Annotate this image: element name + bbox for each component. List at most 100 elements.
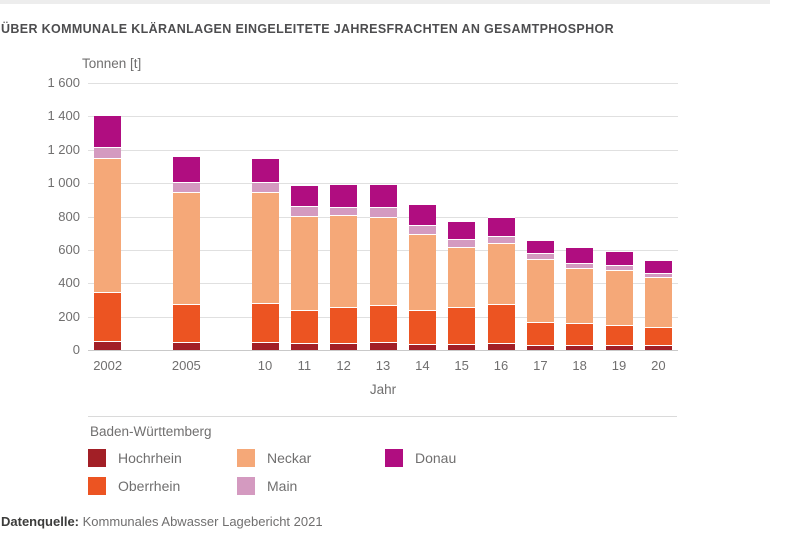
bar-segment-oberrhein	[172, 303, 200, 343]
legend-title: Baden-Württemberg	[90, 424, 212, 439]
gridline	[88, 150, 678, 151]
bar-segment-donau	[487, 216, 515, 236]
bar-segment-main	[251, 181, 279, 192]
y-tick-label: 0	[72, 342, 80, 357]
bar-segment-oberrhein	[566, 322, 594, 345]
x-tick-label: 13	[375, 358, 391, 373]
bar-segment-oberrhein	[330, 307, 358, 344]
legend-item-oberrhein: Oberrhein	[88, 477, 180, 495]
bar-segment-hochrhein	[487, 343, 515, 350]
y-tick-label: 1 600	[47, 75, 80, 90]
legend-label: Oberrhein	[118, 478, 181, 494]
x-tick-label: 2005	[171, 358, 201, 373]
legend-swatch-donau	[385, 449, 403, 467]
bar-segment-neckar	[448, 246, 476, 308]
gridline	[88, 183, 678, 184]
bar-segment-main	[487, 235, 515, 243]
bar-segment-oberrhein	[487, 303, 515, 344]
bar-segment-main	[330, 206, 358, 216]
x-tick-label: 11	[297, 358, 312, 373]
bar-19	[605, 250, 633, 350]
bar-segment-hochrhein	[94, 340, 122, 350]
bar-segment-hochrhein	[330, 343, 358, 350]
legend-swatch-oberrhein	[88, 477, 106, 495]
y-tick-label: 400	[58, 275, 80, 290]
legend-item-hochrhein: Hochrhein	[88, 449, 182, 467]
x-tick-label: 14	[415, 358, 430, 373]
y-tick-label: 200	[58, 309, 80, 324]
legend-label: Donau	[415, 450, 457, 466]
bar-segment-oberrhein	[290, 310, 318, 344]
bar-segment-neckar	[290, 216, 318, 311]
legend-label: Hochrhein	[118, 450, 182, 466]
x-axis-title: Jahr	[369, 382, 397, 397]
y-axis-title: Tonnen [t]	[82, 56, 142, 71]
bar-segment-hochrhein	[448, 344, 476, 350]
bar-segment-neckar	[605, 270, 633, 326]
bar-segment-main	[369, 206, 397, 217]
chart-title: ÜBER KOMMUNALE KLÄRANLAGEN EINGELEITETE …	[1, 22, 614, 36]
bar-segment-neckar	[369, 216, 397, 306]
bar-segment-donau	[566, 247, 594, 263]
bar-segment-oberrhein	[251, 302, 279, 343]
x-tick-label: 16	[493, 358, 509, 373]
bar-segment-oberrhein	[605, 325, 633, 345]
x-tick-label: 19	[611, 358, 627, 373]
y-tick-label: 800	[58, 209, 80, 224]
y-tick-label: 1 400	[47, 108, 80, 123]
bar-segment-hochrhein	[172, 342, 200, 350]
bar-segment-main	[526, 253, 554, 260]
legend-label: Neckar	[267, 450, 312, 466]
y-tick-label: 600	[58, 242, 80, 257]
chart-area: Jahr 0 200 400 600 800 1 000 1 200 1 400 1 600 20…	[0, 75, 800, 403]
bar-segment-neckar	[487, 242, 515, 304]
bar-15	[448, 220, 476, 350]
bar-10	[251, 158, 279, 350]
bar-segment-hochrhein	[644, 344, 672, 350]
bar-14	[408, 204, 436, 350]
legend-swatch-neckar	[237, 449, 255, 467]
bar-segment-donau	[172, 155, 200, 183]
bar-segment-hochrhein	[369, 341, 397, 350]
data-source-label: Datenquelle:	[1, 514, 80, 529]
bar-segment-neckar	[330, 215, 358, 308]
legend-item-main: Main	[237, 477, 297, 495]
legend-item-donau: Donau	[385, 449, 456, 467]
legend-item-neckar: Neckar	[237, 449, 311, 467]
x-tick-label: 2002	[93, 358, 123, 373]
bar-segment-main	[448, 239, 476, 247]
bar-12	[330, 184, 358, 350]
bar-17	[526, 239, 554, 350]
y-tick-label: 1 000	[47, 175, 80, 190]
y-tick-label: 1 200	[47, 142, 80, 157]
data-source-text: Kommunales Abwasser Lagebericht 2021	[82, 514, 323, 529]
bar-segment-hochrhein	[290, 343, 318, 350]
bar-segment-donau	[526, 239, 554, 254]
bar-segment-neckar	[526, 259, 554, 323]
top-border-strip	[0, 0, 770, 4]
bar-segment-donau	[448, 220, 476, 240]
bar-segment-hochrhein	[408, 344, 436, 350]
x-tick-label: 18	[572, 358, 587, 373]
bar-segment-donau	[369, 184, 397, 207]
bar-segment-main	[94, 147, 122, 159]
bar-segment-donau	[94, 114, 122, 148]
legend-label: Main	[267, 478, 298, 494]
bar-segment-donau	[290, 184, 318, 206]
x-tick-label: 17	[533, 358, 548, 373]
bar-segment-oberrhein	[448, 307, 476, 344]
legend: Hochrhein Oberrhein Neckar Main Donau	[88, 449, 688, 501]
plot-area	[88, 83, 678, 351]
bar-segment-oberrhein	[369, 305, 397, 342]
bar-16	[487, 216, 515, 350]
bar-segment-oberrhein	[526, 322, 554, 345]
bar-2002	[94, 114, 122, 350]
gridline	[88, 350, 678, 351]
x-tick-label: 10	[257, 358, 273, 373]
bar-segment-oberrhein	[644, 327, 672, 345]
bar-segment-main	[172, 182, 200, 192]
bar-2005	[172, 155, 200, 350]
bar-segment-neckar	[566, 267, 594, 323]
bar-segment-hochrhein	[605, 344, 633, 350]
bar-segment-hochrhein	[526, 344, 554, 350]
